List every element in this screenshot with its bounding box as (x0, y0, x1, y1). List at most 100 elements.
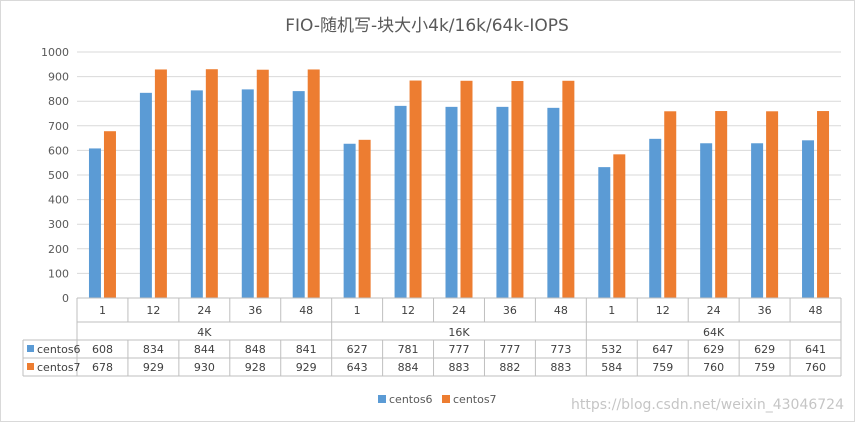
bar-centos7 (307, 69, 320, 298)
bar-centos7 (613, 154, 626, 298)
x-group-label: 4K (197, 326, 212, 339)
y-tick-label: 800 (48, 95, 69, 108)
watermark: https://blog.csdn.net/weixin_43046724 (570, 397, 844, 413)
table-series-label: centos7 (37, 361, 81, 374)
bar-centos7 (256, 69, 269, 298)
table-value: 929 (296, 361, 317, 374)
table-value: 844 (194, 343, 215, 356)
bar-centos7 (562, 80, 575, 298)
table-value: 884 (398, 361, 419, 374)
y-tick-label: 900 (48, 71, 69, 84)
table-value: 883 (550, 361, 571, 374)
table-value: 759 (652, 361, 673, 374)
x-category-label: 48 (554, 304, 568, 317)
x-category-label: 24 (707, 304, 721, 317)
table-value: 777 (449, 343, 470, 356)
data-table: 1 12 24 36 48 4K 1 12 24 36 48 16K 1 12 24 36 48 64K cento… (22, 297, 842, 377)
x-category-label: 24 (197, 304, 211, 317)
table-value: 781 (398, 343, 419, 356)
legend: centos6 centos7 (378, 393, 497, 406)
table-value: 777 (499, 343, 520, 356)
table-value: 627 (347, 343, 368, 356)
table-legend-key-centos6 (27, 345, 34, 352)
table-value: 848 (245, 343, 266, 356)
legend-label: centos7 (453, 393, 497, 406)
y-tick-label: 400 (48, 194, 69, 207)
table-value: 882 (499, 361, 520, 374)
x-category-label: 48 (299, 304, 313, 317)
x-category-label: 1 (99, 304, 106, 317)
table-value: 883 (449, 361, 470, 374)
y-tick-label: 1000 (41, 46, 69, 59)
y-tick-label: 600 (48, 144, 69, 157)
x-category-label: 24 (452, 304, 466, 317)
bar-centos6 (547, 107, 560, 298)
bar-centos7 (205, 69, 218, 298)
y-tick-label: 200 (48, 243, 69, 256)
table-value: 930 (194, 361, 215, 374)
table-value: 773 (550, 343, 571, 356)
chart-title: FIO-随机写-块大小4k/16k/64k-IOPS (285, 16, 569, 36)
table-value: 928 (245, 361, 266, 374)
table-legend-key-centos7 (27, 363, 34, 370)
y-tick-label: 700 (48, 120, 69, 133)
table-series-label: centos6 (37, 343, 81, 356)
x-category-label: 12 (401, 304, 415, 317)
table-value: 641 (805, 343, 826, 356)
table-value: 834 (143, 343, 164, 356)
bar-centos6 (751, 143, 764, 298)
bar-centos6 (802, 140, 815, 298)
x-category-label: 36 (248, 304, 262, 317)
x-category-label: 48 (809, 304, 823, 317)
x-category-label: 1 (608, 304, 615, 317)
bar-centos6 (190, 90, 203, 298)
bar-centos6 (343, 143, 356, 298)
table-value: 629 (754, 343, 775, 356)
table-value: 841 (296, 343, 317, 356)
bar-centos7 (460, 80, 473, 298)
y-tick-label: 300 (48, 218, 69, 231)
bar-centos6 (496, 106, 509, 298)
bar-centos6 (598, 167, 611, 298)
bar-centos7 (664, 111, 677, 298)
legend-label: centos6 (389, 393, 433, 406)
bar-centos7 (409, 80, 422, 298)
y-tick-label: 100 (48, 267, 69, 280)
x-category-label: 12 (146, 304, 160, 317)
bar-centos6 (649, 138, 662, 298)
table-value: 759 (754, 361, 775, 374)
bar-centos6 (394, 105, 407, 299)
bar-centos7 (358, 139, 371, 298)
bar-centos6 (292, 91, 305, 298)
y-tick-label: 0 (62, 292, 69, 305)
gridlines (77, 51, 841, 299)
y-tick-label: 500 (48, 169, 69, 182)
legend-swatch-centos6 (378, 395, 386, 403)
bar-centos7 (715, 111, 728, 298)
table-value: 643 (347, 361, 368, 374)
bar-centos6 (700, 143, 713, 298)
x-category-label: 36 (758, 304, 772, 317)
table-value: 608 (92, 343, 113, 356)
table-value: 584 (601, 361, 622, 374)
x-group-label: 64K (703, 326, 725, 339)
bar-centos6 (88, 148, 101, 298)
bar-centos7 (154, 69, 167, 298)
table-value: 760 (703, 361, 724, 374)
bar-centos6 (241, 89, 254, 298)
table-value: 678 (92, 361, 113, 374)
x-category-label: 1 (354, 304, 361, 317)
legend-swatch-centos7 (442, 395, 450, 403)
x-category-label: 36 (503, 304, 517, 317)
table-value: 760 (805, 361, 826, 374)
bar-centos6 (139, 92, 152, 298)
bar-centos7 (511, 81, 524, 298)
table-value: 532 (601, 343, 622, 356)
x-group-label: 16K (448, 326, 470, 339)
bars (88, 69, 830, 299)
table-value: 929 (143, 361, 164, 374)
table-value: 629 (703, 343, 724, 356)
y-axis: 0 100 200 300 400 500 600 700 800 900 1000 (41, 46, 69, 305)
